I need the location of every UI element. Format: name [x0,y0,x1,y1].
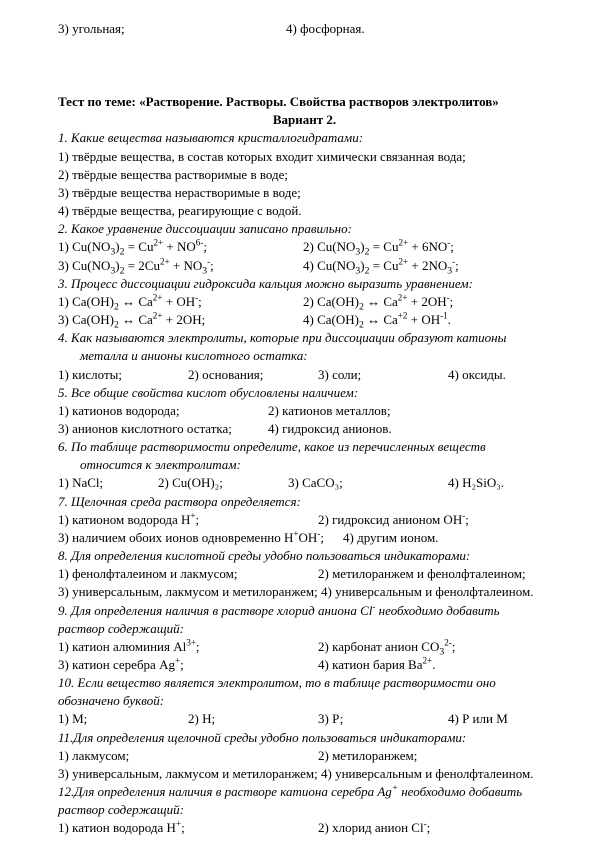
q7-a1: 1) катионом водорода H+; [58,511,318,528]
q12-stem1: 12.Для определения наличия в растворе ка… [58,783,551,800]
q4-a4: 4) оксиды. [448,366,506,383]
q10-a2: 2) Н; [188,710,318,727]
q5-a3: 3) анионов кислотного остатка; [58,420,268,437]
q10-a3: 3) Р; [318,710,448,727]
q7-row1: 1) катионом водорода H+; 2) гидроксид ан… [58,511,551,528]
q2-a1: 1) Cu(NO3)2 = Cu2+ + NO6-; [58,238,303,255]
q4-a3: 3) соли; [318,366,448,383]
q7-stem: 7. Щелочная среда раствора определяется: [58,493,551,510]
q8-row2: 3) универсальным, лакмусом и метилоранже… [58,583,551,600]
opt-3: 3) угольная; [58,20,286,37]
q2-row1: 1) Cu(NO3)2 = Cu2+ + NO6-; 2) Cu(NO3)2 =… [58,238,551,255]
q7-a3: 3) наличием обоих ионов одновременно H+O… [58,529,343,546]
q4-opts: 1) кислоты; 2) основания; 3) соли; 4) ок… [58,366,551,383]
q9-a4: 4) катион бария Ba2+. [318,656,435,673]
q10-stem2: обозначено буквой: [58,692,551,709]
q1-a2: 2) твёрдые вещества растворимые в воде; [58,166,551,183]
q5-row2: 3) анионов кислотного остатка; 4) гидрок… [58,420,551,437]
q3-a4: 4) Ca(OH)2 ↔ Ca+2 + OH-1. [303,311,451,328]
q1-a1: 1) твёрдые вещества, в состав которых вх… [58,148,551,165]
q12-a2: 2) хлорид анион Cl-; [318,819,430,836]
test-title: Тест по теме: «Растворение. Растворы. Св… [58,93,551,110]
q11-stem: 11.Для определения щелочной среды удобно… [58,729,551,746]
q3-a3: 3) Ca(OH)2 ↔ Ca2+ + 2OH; [58,311,303,328]
q4-a1: 1) кислоты; [58,366,188,383]
q9-stem2: раствор содержащий: [58,620,551,637]
q3-a2: 2) Ca(OH)2 ↔ Ca2+ + 2OH-; [303,293,453,310]
q10-opts: 1) М; 2) Н; 3) Р; 4) Р или М [58,710,551,727]
q5-a1: 1) катионов водорода; [58,402,268,419]
q1-a3: 3) твёрдые вещества нерастворимые в воде… [58,184,551,201]
q9-a1: 1) катион алюминия Al3+; [58,638,318,655]
q10-a4: 4) Р или М [448,710,508,727]
q11-a2: 2) метилоранжем; [318,747,417,764]
q6-opts: 1) NaCl; 2) Cu(OH)₂; 3) CaCO₃; 4) H₂SiO₃… [58,474,551,491]
q9-a3: 3) катион серебра Ag+; [58,656,318,673]
q9-row2: 3) катион серебра Ag+; 4) катион бария B… [58,656,551,673]
q8-stem: 8. Для определения кислотной среды удобн… [58,547,551,564]
q7-a4: 4) другим ионом. [343,529,438,546]
q2-a2: 2) Cu(NO3)2 = Cu2+ + 6NO-; [303,238,454,255]
top-options-row: 3) угольная; 4) фосфорная. [58,20,551,37]
q3-stem: 3. Процесс диссоциации гидроксида кальци… [58,275,551,292]
q12-a1: 1) катион водорода H+; [58,819,318,836]
q6-a2: 2) Cu(OH)₂; [158,474,288,491]
q11-row1: 1) лакмусом; 2) метилоранжем; [58,747,551,764]
q3-a1: 1) Ca(OH)2 ↔ Ca2+ + OH-; [58,293,303,310]
q5-row1: 1) катионов водорода; 2) катионов металл… [58,402,551,419]
q7-row2: 3) наличием обоих ионов одновременно H+O… [58,529,551,546]
q6-stem2: относится к электролитам: [58,456,551,473]
q9-row1: 1) катион алюминия Al3+; 2) карбонат ани… [58,638,551,655]
q1-a4: 4) твёрдые вещества, реагирующие с водой… [58,202,551,219]
q6-stem1: 6. По таблице растворимости определите, … [58,438,551,455]
page: 3) угольная; 4) фосфорная. Тест по теме:… [0,0,595,858]
q4-stem1: 4. Как называются электролиты, которые п… [58,329,551,346]
q6-a1: 1) NaCl; [58,474,158,491]
q8-a1: 1) фенолфталеином и лакмусом; [58,565,318,582]
q2-a3: 3) Cu(NO3)2 = 2Cu2+ + NO3-; [58,257,303,274]
test-subtitle: Вариант 2. [58,111,551,128]
q5-a4: 4) гидроксид анионов. [268,420,392,437]
q5-a2: 2) катионов металлов; [268,402,391,419]
q3-row1: 1) Ca(OH)2 ↔ Ca2+ + OH-; 2) Ca(OH)2 ↔ Ca… [58,293,551,310]
q10-a1: 1) М; [58,710,188,727]
q2-stem: 2. Какое уравнение диссоциации записано … [58,220,551,237]
q11-row2: 3) универсальным, лакмусом и метилоранже… [58,765,551,782]
q12-stem2: раствор содержащий: [58,801,551,818]
q12-row1: 1) катион водорода H+; 2) хлорид анион C… [58,819,551,836]
q6-a4: 4) H₂SiO₃. [448,474,504,491]
q2-a4: 4) Cu(NO3)2 = Cu2+ + 2NO3-; [303,257,459,274]
q9-a2: 2) карбонат анион CO32-; [318,638,455,655]
opt-4: 4) фосфорная. [286,20,365,37]
q2-row2: 3) Cu(NO3)2 = 2Cu2+ + NO3-; 4) Cu(NO3)2 … [58,257,551,274]
q1-stem: 1. Какие вещества называются кристаллоги… [58,129,551,146]
q10-stem1: 10. Если вещество является электролитом,… [58,674,551,691]
q7-a2: 2) гидроксид анионом OH-; [318,511,469,528]
q9-stem1: 9. Для определения наличия в растворе хл… [58,602,551,619]
q5-stem: 5. Все общие свойства кислот обусловлены… [58,384,551,401]
q4-stem2: металла и анионы кислотного остатка: [58,347,551,364]
q8-row1: 1) фенолфталеином и лакмусом; 2) метилор… [58,565,551,582]
q3-row2: 3) Ca(OH)2 ↔ Ca2+ + 2OH; 4) Ca(OH)2 ↔ Ca… [58,311,551,328]
q6-a3: 3) CaCO₃; [288,474,448,491]
q11-a1: 1) лакмусом; [58,747,318,764]
q8-a2: 2) метилоранжем и фенолфталеином; [318,565,526,582]
q4-a2: 2) основания; [188,366,318,383]
